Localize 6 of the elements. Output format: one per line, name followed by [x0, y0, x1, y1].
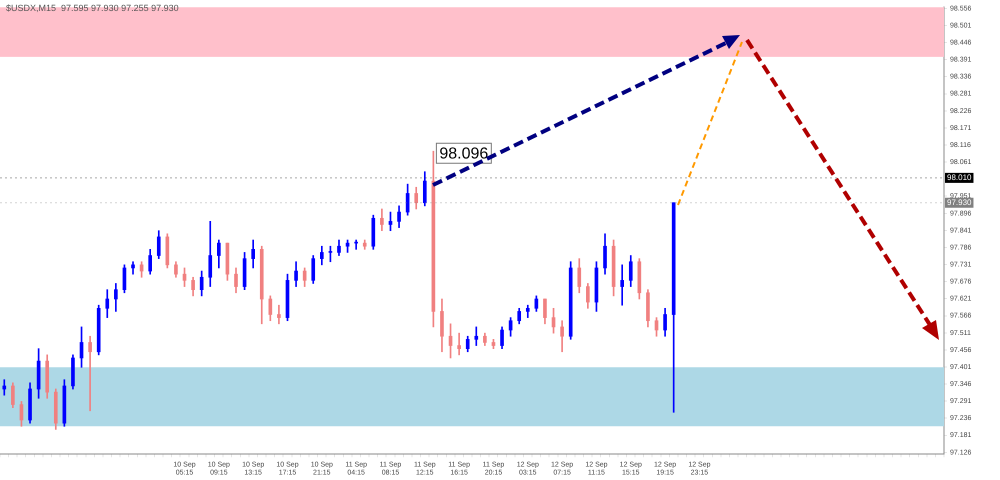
ref-line-label: 98.010 [947, 173, 972, 182]
candlestick [388, 212, 392, 232]
candlestick [346, 240, 350, 253]
ref-line-label: 97.930 [947, 198, 972, 207]
chart-title: $USDX,M15 97.595 97.930 97.255 97.930 [6, 2, 179, 13]
annotation: 98.096 [439, 146, 488, 163]
